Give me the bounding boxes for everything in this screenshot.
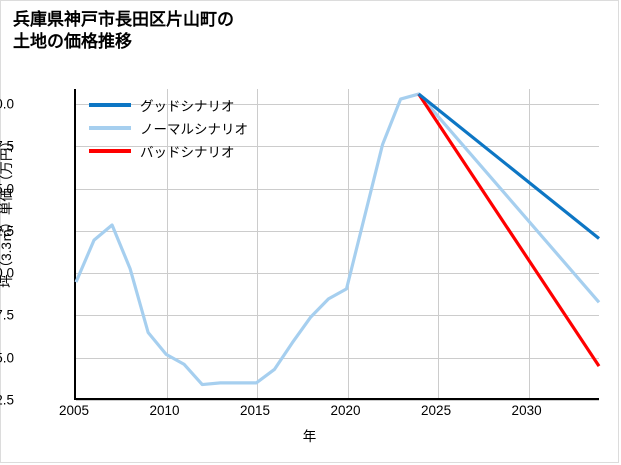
x-tick-label: 2010 (149, 403, 180, 418)
gridline-vertical (166, 89, 168, 398)
gridline-horizontal (76, 357, 599, 359)
legend-item[interactable]: グッドシナリオ (89, 93, 304, 116)
y-tick-label: 32.5 (0, 392, 14, 408)
x-tick-label: 2015 (240, 403, 271, 418)
y-tick-label: 35.0 (0, 350, 14, 366)
y-tick-label: 40.0 (0, 265, 14, 281)
chart-legend: グッドシナリオ ノーマルシナリオ バッドシナリオ (89, 93, 304, 162)
y-tick-label: 45.0 (0, 181, 14, 197)
series-line (417, 93, 601, 367)
series-lines (74, 92, 601, 387)
y-tick-label: 37.5 (0, 307, 14, 323)
gridline-horizontal (76, 400, 599, 401)
series-line (417, 92, 600, 240)
plot-area (74, 89, 601, 401)
x-tick-label: 2030 (511, 403, 542, 418)
legend-swatch-icon (89, 148, 131, 153)
legend-item-label: ノーマルシナリオ (140, 121, 248, 137)
legend-item-label: グッドシナリオ (140, 98, 235, 114)
gridline-horizontal (76, 188, 599, 190)
gridline-horizontal (76, 273, 599, 275)
legend-item-label: バッドシナリオ (140, 144, 235, 160)
chart-title: 兵庫県神戸市長田区片山町の 土地の価格推移 (13, 10, 234, 52)
gridline-vertical (347, 89, 349, 398)
gridline-vertical (438, 89, 440, 398)
gridline-vertical (528, 89, 530, 398)
x-tick-label: 2025 (421, 403, 452, 418)
legend-item[interactable]: ノーマルシナリオ (89, 116, 304, 139)
legend-swatch-icon (89, 125, 131, 130)
x-tick-label: 2005 (58, 403, 90, 418)
y-tick-label: 47.5 (0, 138, 14, 154)
y-tick-label: 50.0 (0, 96, 14, 112)
y-tick-label: 42.5 (0, 223, 14, 239)
legend-item[interactable]: バッドシナリオ (89, 139, 304, 162)
gridline-vertical (257, 89, 259, 398)
series-line (74, 92, 601, 387)
legend-swatch-icon (89, 102, 131, 107)
gridline-horizontal (76, 230, 599, 232)
gridline-horizontal (76, 315, 599, 317)
gridline-horizontal (76, 146, 599, 148)
x-axis-label: 年 (302, 429, 317, 444)
x-tick-label: 2020 (330, 403, 361, 418)
gridline-horizontal (76, 104, 599, 106)
